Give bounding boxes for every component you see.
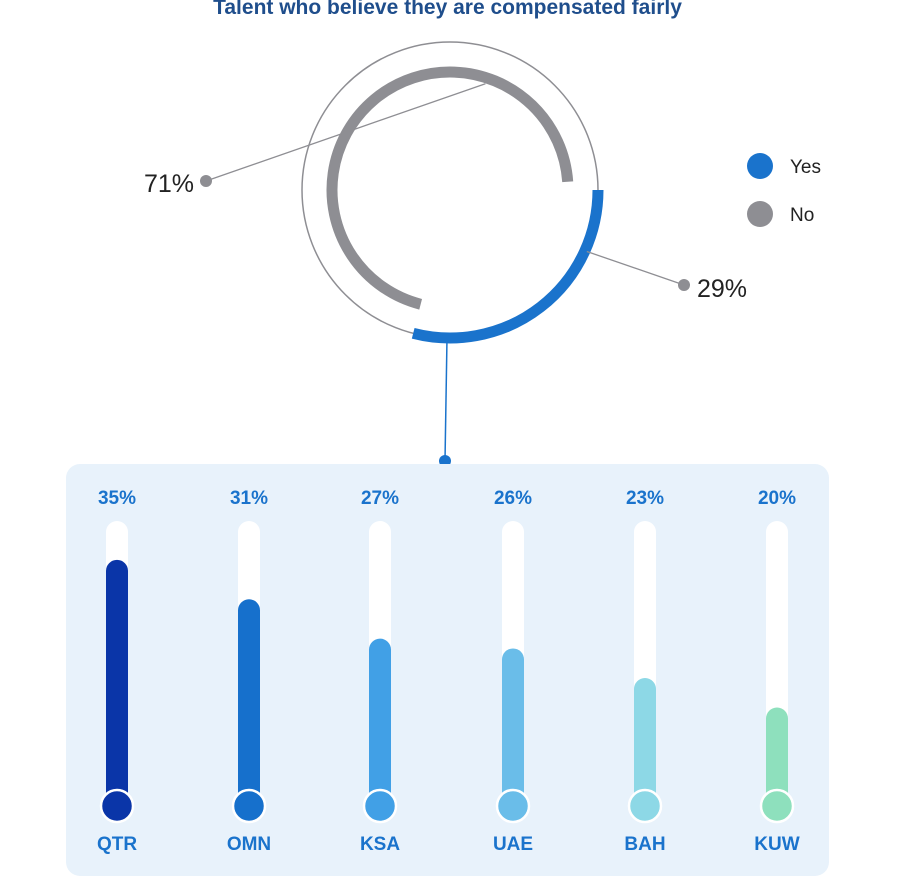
bar-value-label-qtr: 35% [98, 488, 136, 509]
bar-value-label-ksa: 27% [361, 488, 399, 509]
bar-bulb-kuw [759, 788, 795, 824]
bar-category-label-ksa: KSA [360, 834, 400, 855]
bar-value-label-uae: 26% [494, 488, 532, 509]
bar-category-label-kuw: KUW [754, 834, 799, 855]
donut-slice-no [326, 66, 574, 310]
bar-uae [502, 648, 524, 806]
chart-title: Talent who believe they are compensated … [213, 0, 682, 19]
donut-to-panel-connector [439, 337, 451, 467]
bar-value-label-kuw: 20% [758, 488, 796, 509]
bar-ksa [369, 638, 391, 806]
leader-line-no [205, 83, 486, 182]
bar-panel-background [66, 464, 829, 876]
bar-value-label-bah: 23% [626, 488, 664, 509]
legend-label-no: No [790, 205, 814, 226]
connector-line [444, 337, 448, 462]
bar-kuw [766, 707, 788, 806]
data-label-no: 71% [144, 170, 194, 198]
donut-chart: 29% 71% [144, 41, 747, 344]
bar-bulb-ksa [362, 788, 398, 824]
bar-category-label-bah: BAH [624, 834, 665, 855]
bar-category-label-qtr: QTR [97, 834, 137, 855]
bar-omn [238, 599, 260, 806]
leader-dot-yes [678, 279, 690, 291]
legend-label-yes: Yes [790, 157, 821, 178]
bar-bulb-bah [627, 788, 663, 824]
bar-bulb-qtr [99, 788, 135, 824]
bar-bulb-omn [231, 788, 267, 824]
leader-line-yes [586, 250, 685, 286]
country-bar-panel: 35% QTR 31% OMN 27% KSA 26% UAE 23% BAH 20% KUW [66, 464, 829, 876]
legend-swatch-no [747, 201, 773, 227]
bar-bulb-uae [495, 788, 531, 824]
bar-category-label-omn: OMN [227, 834, 271, 855]
data-label-yes: 29% [697, 275, 747, 303]
legend-swatch-yes [747, 153, 773, 179]
bar-category-label-uae: UAE [493, 834, 533, 855]
leader-dot-no [200, 175, 212, 187]
bar-value-label-omn: 31% [230, 488, 268, 509]
donut-slice-yes [411, 189, 604, 344]
legend: Yes No [747, 153, 821, 227]
bar-qtr [106, 559, 128, 806]
bar-bah [634, 678, 656, 806]
